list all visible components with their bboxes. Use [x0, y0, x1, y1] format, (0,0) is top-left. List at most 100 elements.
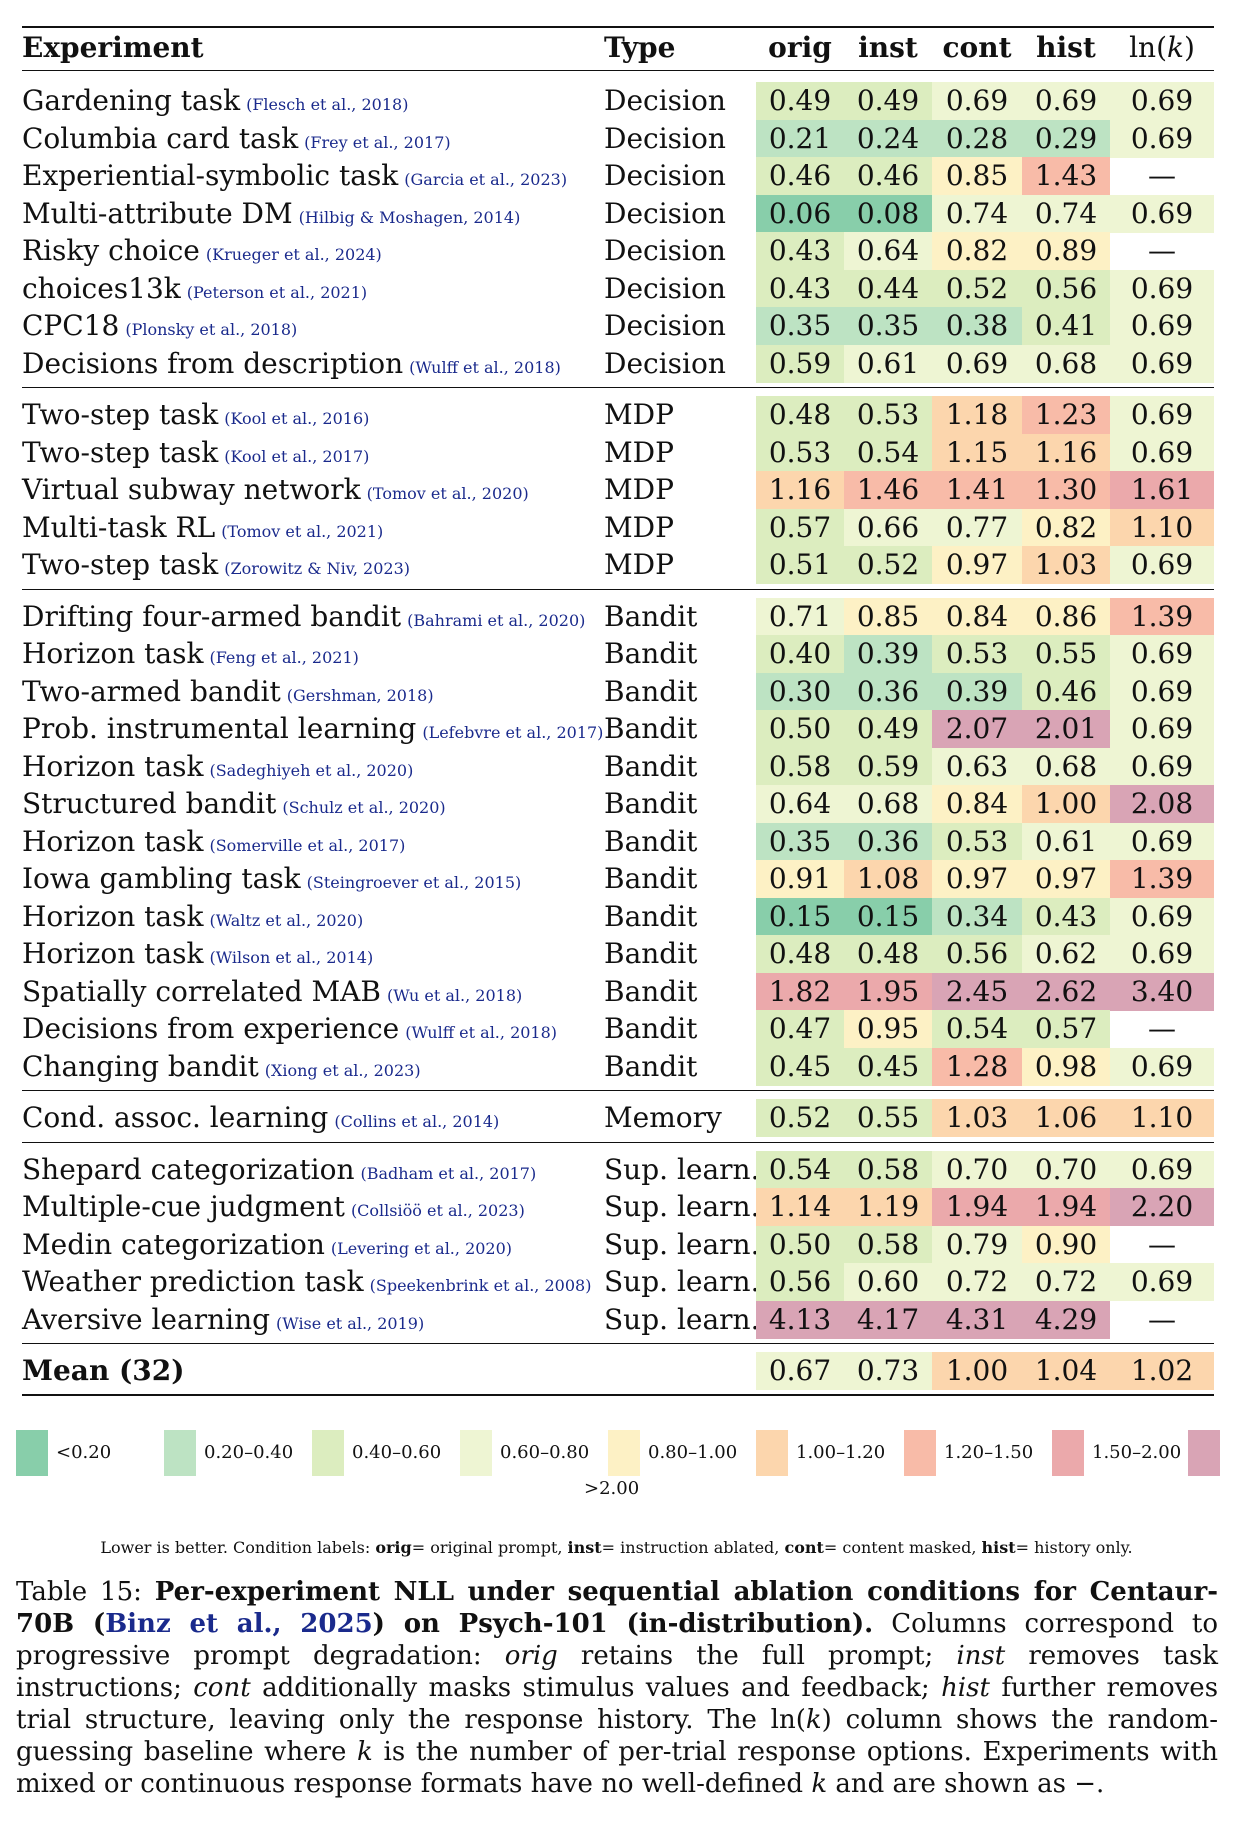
value-cell-cont: 1.15 — [932, 433, 1022, 472]
value-cell-lnk: 0.69 — [1110, 269, 1214, 308]
legend-swatch — [756, 1430, 788, 1476]
value-cell-hist: 0.56 — [1022, 269, 1110, 308]
experiment-type: MDP — [604, 435, 674, 469]
table-row: Gardening task (Flesch et al., 2018) Decis… — [22, 82, 1214, 120]
experiment-type: MDP — [604, 510, 674, 544]
value-cell-inst: 0.15 — [844, 897, 932, 936]
experiment-type: Bandit — [604, 974, 698, 1008]
value-cell-lnk: 1.10 — [1110, 1099, 1214, 1137]
value-cell-inst: 0.55 — [844, 1099, 932, 1137]
value-cell-cont: 0.85 — [932, 157, 1022, 195]
citation-link[interactable]: (Peterson et al., 2021) — [186, 282, 368, 302]
value-cell-cont: 1.18 — [932, 396, 1022, 434]
caption-ref-link[interactable]: Binz et al., 2025 — [105, 1609, 373, 1639]
citation-link[interactable]: (Wilson et al., 2014) — [209, 948, 374, 967]
citation-link[interactable]: (Plonsky et al., 2018) — [125, 320, 298, 339]
citation-link[interactable]: (Somerville et al., 2017) — [209, 835, 406, 855]
value-cell-inst: 0.44 — [844, 269, 932, 308]
legend-label: 0.40–0.60 — [352, 1442, 442, 1463]
citation-link[interactable]: (Wulff et al., 2018) — [409, 357, 561, 377]
value-cell-orig: 0.67 — [756, 1352, 844, 1390]
citation-link[interactable]: (Flesch et al., 2018) — [246, 95, 409, 114]
citation-link[interactable]: (Hilbig & Moshagen, 2014) — [298, 207, 521, 227]
value-cell-hist: 1.03 — [1022, 546, 1110, 584]
value-cell-cont: 0.72 — [932, 1263, 1022, 1301]
caption-body-1: Columns correspond to progressive prompt… — [16, 1609, 1219, 1671]
citation-link[interactable]: (Steingroever et al., 2015) — [306, 873, 522, 892]
header-hist: hist — [1036, 31, 1096, 64]
experiment-label: Weather prediction task — [22, 1265, 364, 1298]
note-inst-val: = instruction ablated, — [601, 1538, 780, 1557]
value-cell-cont: 0.63 — [932, 747, 1022, 786]
value-cell-lnk: 1.10 — [1110, 508, 1214, 547]
value-cell-inst: 0.59 — [844, 747, 932, 786]
value-cell-lnk: — — [1148, 234, 1176, 267]
experiment-label: choices13k — [22, 271, 181, 305]
citation-link[interactable]: (Speekenbrink et al., 2008) — [369, 1276, 592, 1295]
citation-link[interactable]: (Bahrami et al., 2020) — [407, 610, 586, 630]
citation-link[interactable]: (Sadeghiyeh et al., 2020) — [209, 760, 414, 780]
experiment-label: Horizon task — [22, 637, 204, 670]
mean-label: Mean (32) — [22, 1354, 185, 1387]
experiment-name: Two-step task (Zorowitz & Niv, 2023) — [22, 546, 410, 584]
experiment-label: Multi-attribute DM — [22, 196, 293, 230]
table-row: Columbia card task (Frey et al., 2017) Dec… — [22, 119, 1214, 158]
legend-swatch — [1188, 1430, 1220, 1476]
experiment-type: Bandit — [604, 937, 698, 970]
value-cell-lnk: 0.69 — [1110, 433, 1214, 472]
citation-link[interactable]: (Schulz et al., 2020) — [282, 798, 446, 817]
citation-link[interactable]: (Kool et al., 2017) — [224, 446, 370, 466]
experiment-name: Gardening task (Flesch et al., 2018) — [22, 82, 408, 120]
experiment-type: Decision — [604, 346, 726, 380]
citation-link[interactable]: (Xiong et al., 2023) — [264, 1060, 421, 1080]
citation-link[interactable]: (Badham et al., 2017) — [360, 1163, 537, 1183]
value-cell-hist: 1.16 — [1022, 433, 1110, 472]
table-row: Virtual subway network (Tomov et al., 202… — [22, 471, 1214, 509]
value-cell-inst: 0.49 — [844, 82, 932, 120]
citation-link[interactable]: (Garcia et al., 2023) — [404, 170, 568, 189]
table-note: Lower is better. Condition labels: orig=… — [0, 1538, 1233, 1557]
note-lead: Lower is better. Condition labels: — [100, 1538, 371, 1557]
value-cell-cont: 0.53 — [932, 635, 1022, 673]
value-cell-cont: 0.39 — [932, 672, 1022, 711]
citation-link[interactable]: (Gershman, 2018) — [286, 685, 434, 705]
citation-link[interactable]: (Kool et al., 2016) — [224, 409, 370, 428]
value-cell-hist: 2.62 — [1022, 972, 1110, 1011]
legend-swatch — [312, 1430, 344, 1476]
citation-link[interactable]: (Feng et al., 2021) — [209, 648, 359, 667]
caption-hist: hist — [941, 1673, 990, 1703]
citation-link[interactable]: (Zorowitz & Niv, 2023) — [224, 559, 411, 578]
citation-link[interactable]: (Waltz et al., 2020) — [209, 910, 364, 930]
experiment-label: CPC18 — [22, 309, 120, 342]
value-cell-orig: 0.45 — [756, 1047, 844, 1086]
citation-link[interactable]: (Collins et al., 2014) — [334, 1112, 500, 1131]
citation-link[interactable]: (Tomov et al., 2021) — [221, 521, 384, 541]
experiment-name: Drifting four-armed bandit (Bahrami et al… — [22, 598, 585, 636]
citation-link[interactable]: (Wulff et al., 2018) — [405, 1023, 558, 1042]
value-cell-lnk: 0.69 — [1110, 747, 1214, 786]
citation-link[interactable]: (Frey et al., 2017) — [304, 132, 451, 152]
citation-link[interactable]: (Wu et al., 2018) — [386, 985, 523, 1005]
citation-link[interactable]: (Lefebvre et al., 2017) — [422, 723, 604, 742]
citation-link[interactable]: (Levering et al., 2020) — [330, 1238, 513, 1258]
value-cell-cont: 0.82 — [932, 232, 1022, 270]
experiment-label: Drifting four-armed bandit — [22, 599, 402, 633]
value-cell-lnk: 0.69 — [1110, 194, 1214, 233]
group-separator — [22, 1343, 1214, 1344]
citation-link[interactable]: (Tomov et al., 2020) — [366, 484, 529, 503]
legend-label: 0.20–0.40 — [204, 1442, 294, 1463]
citation-link[interactable]: (Collsiöö et al., 2023) — [350, 1201, 525, 1220]
experiment-name: Aversive learning (Wise et al., 2019) — [22, 1301, 424, 1339]
value-cell-hist: 0.90 — [1022, 1225, 1110, 1264]
caption-title-a: Per-experiment NLL under sequential abla… — [16, 1577, 1218, 1639]
citation-link[interactable]: (Wise et al., 2019) — [276, 1313, 425, 1333]
table-row: Horizon task (Somerville et al., 2017) Ban… — [22, 822, 1214, 861]
value-cell-orig: 0.56 — [756, 1263, 844, 1301]
experiment-name: Shepard categorization (Badham et al., 20… — [22, 1151, 536, 1189]
value-cell-lnk: 0.69 — [1110, 710, 1214, 748]
citation-link[interactable]: (Krueger et al., 2024) — [205, 245, 382, 264]
value-cell-hist: 0.70 — [1022, 1150, 1110, 1189]
value-cell-lnk: 1.39 — [1110, 860, 1214, 898]
note-hist-val: = history only. — [1015, 1538, 1133, 1557]
value-cell-inst: 0.58 — [844, 1150, 932, 1189]
